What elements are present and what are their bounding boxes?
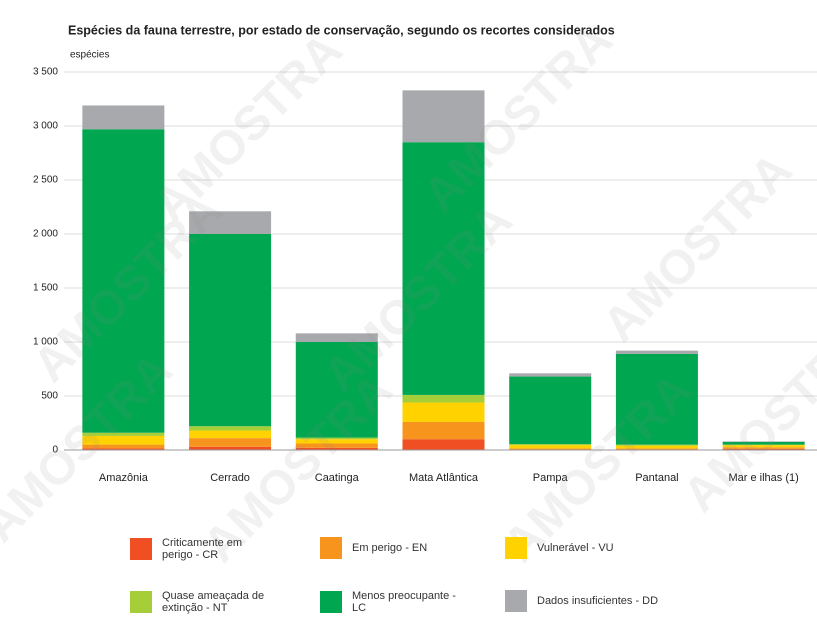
bar-segment (295, 443, 378, 448)
legend-item: Criticamente em perigo - CR (130, 537, 272, 561)
bar-segment (295, 437, 378, 440)
bar-segment (295, 333, 378, 342)
y-tick-label: 3 500 (33, 67, 58, 78)
bar-segment (722, 441, 805, 445)
x-tick-label: Cerrado (210, 472, 250, 484)
bar-segment (189, 430, 272, 439)
bar-segment (722, 447, 805, 449)
bar-segment (295, 439, 378, 444)
bar-segment (509, 376, 592, 445)
legend-item: Menos preocupante - LC (320, 590, 462, 614)
legend-item: Dados insuficientes - DD (505, 590, 707, 612)
bar-segment (189, 234, 272, 427)
y-tick-label: 3 000 (33, 121, 58, 132)
legend-item: Em perigo - EN (320, 537, 462, 559)
legend-label: Quase ameaçada de extinção - NT (162, 590, 265, 614)
bar-segment (615, 448, 698, 450)
bar-segment (189, 426, 272, 431)
y-tick-label: 1 000 (33, 337, 58, 348)
x-tick-label: Amazônia (99, 472, 149, 484)
bar-segment (402, 439, 485, 450)
y-tick-label: 500 (41, 391, 58, 402)
bar-segment (189, 438, 272, 447)
chart-title: Espécies da fauna terrestre, por estado … (68, 23, 615, 37)
bar-segment (82, 432, 165, 436)
y-tick-label: 1 500 (33, 283, 58, 294)
legend-label: Em perigo - EN (352, 542, 428, 554)
bar-segment (615, 350, 698, 354)
y-tick-label: 0 (52, 445, 58, 456)
bar-segment (615, 445, 698, 449)
legend-swatch (505, 537, 527, 559)
legend-swatch (320, 591, 342, 613)
legend-swatch (505, 590, 527, 612)
watermark-text: AMOSTRA (143, 23, 352, 232)
legend-item: Vulnerável - VU (505, 537, 647, 559)
bar-segment (509, 373, 592, 377)
bar-segment (402, 402, 485, 422)
bar-segment (722, 441, 805, 442)
bar-segment (402, 142, 485, 395)
y-tick-label: 2 500 (33, 175, 58, 186)
x-tick-label: Pampa (533, 472, 569, 484)
bar-segment (82, 129, 165, 433)
bar-segment (615, 444, 698, 446)
x-tick-label: Mata Atlântica (409, 472, 479, 484)
x-tick-label: Caatinga (315, 472, 360, 484)
bar-segment (189, 211, 272, 234)
legend-label: Vulnerável - VU (537, 542, 614, 554)
legend-item: Quase ameaçada de extinção - NT (130, 590, 272, 614)
x-tick-label: Pantanal (635, 472, 678, 484)
bar-segment (402, 421, 485, 440)
y-axis-label: espécies (70, 50, 109, 61)
bar-segment (722, 445, 805, 448)
bar-segment (615, 353, 698, 445)
bar-segment (509, 448, 592, 450)
bar-segment (82, 448, 165, 450)
legend-swatch (130, 538, 152, 560)
legend-swatch (320, 537, 342, 559)
bar-segment (82, 444, 165, 449)
bar-segment (82, 435, 165, 445)
bar-segment (82, 105, 165, 130)
bar-segment (509, 445, 592, 449)
bar-segment (295, 447, 378, 450)
bar-segment (402, 394, 485, 403)
legend-label: Menos preocupante - LC (352, 590, 456, 614)
y-tick-label: 2 000 (33, 229, 58, 240)
bar-segment (402, 90, 485, 143)
bar-segment (509, 444, 592, 446)
legend-label: Criticamente em perigo - CR (162, 537, 243, 561)
bar-segment (722, 444, 805, 446)
bar-segment (189, 446, 272, 450)
legend-swatch (130, 591, 152, 613)
legend-label: Dados insuficientes - DD (537, 595, 659, 607)
bar-segment (295, 342, 378, 438)
x-tick-label: Mar e ilhas (1) (728, 472, 798, 484)
watermark-text: AMOSTRA (593, 143, 802, 352)
bar-segment (722, 448, 805, 450)
